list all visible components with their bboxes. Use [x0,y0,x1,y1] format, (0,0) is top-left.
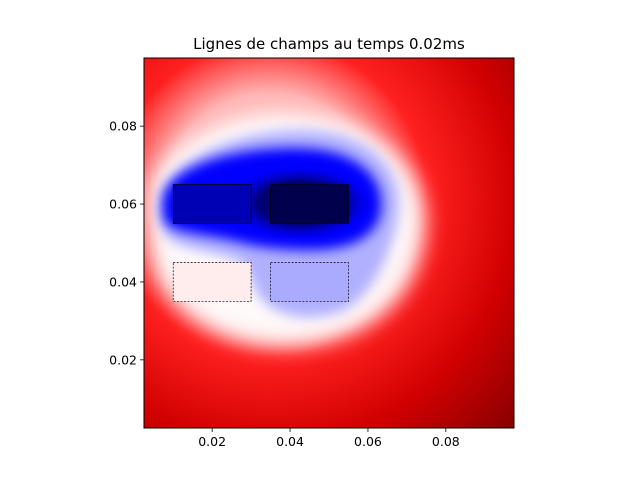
y-tick-label: 0.04 [109,274,137,289]
plot-frame [143,57,515,429]
y-tick-label: 0.06 [109,197,137,212]
region-rect-4 [270,262,349,302]
region-rect-3 [172,262,252,302]
y-axis: 0.02 0.04 0.06 0.08 [109,119,144,367]
region-rect-1 [172,184,252,224]
conductor-regions [172,184,349,302]
y-tick-label: 0.02 [109,352,137,367]
x-axis: 0.02 0.04 0.06 0.08 [198,428,460,449]
x-tick-label: 0.08 [432,434,460,449]
x-tick-label: 0.06 [354,434,382,449]
region-rect-2 [270,184,349,224]
plot-area [144,58,514,428]
x-tick-label: 0.02 [198,434,226,449]
chart-title: Lignes de champs au temps 0.02ms [193,35,465,53]
x-tick-label: 0.04 [276,434,304,449]
y-tick-label: 0.08 [109,119,137,134]
